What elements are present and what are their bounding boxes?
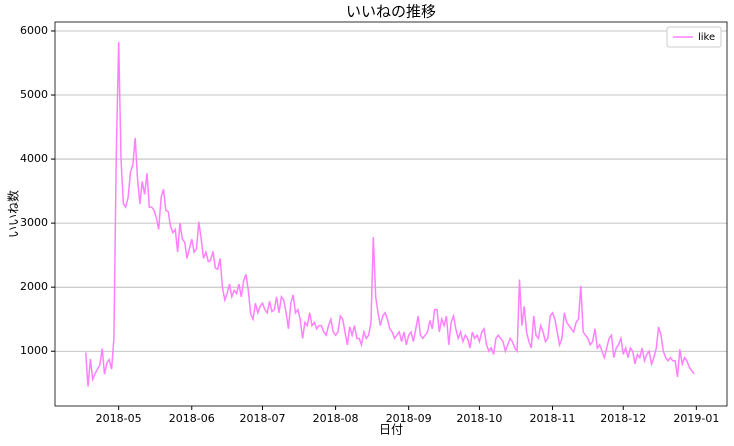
x-tick-label: 2018-08	[313, 412, 359, 425]
x-tick-label: 2018-12	[600, 412, 646, 425]
x-tick-label: 2019-01	[673, 412, 719, 425]
x-tick-label: 2018-11	[530, 412, 576, 425]
y-tick-label: 5000	[20, 88, 48, 101]
plot-frame	[54, 21, 728, 407]
x-axis-label: 日付	[379, 423, 403, 437]
x-tick-label: 2018-07	[240, 412, 286, 425]
y-tick-label: 4000	[20, 152, 48, 165]
line	[84, 41, 695, 387]
x-tick-label: 2018-05	[96, 412, 142, 425]
x-tick-label: 2018-06	[169, 412, 215, 425]
legend-box	[666, 26, 722, 48]
y-tick-label: 2000	[20, 280, 48, 293]
x-tick-label: 2018-10	[456, 412, 502, 425]
y-tick-label: 3000	[20, 216, 48, 229]
y-axis-label: いいね数	[6, 190, 21, 238]
chart-title: いいねの推移	[346, 3, 436, 21]
y-tick-label: 6000	[20, 24, 48, 37]
y-tick-label: 1000	[20, 344, 48, 357]
x-tick-label: 2018-09	[386, 412, 432, 425]
legend-label: like	[698, 32, 715, 43]
